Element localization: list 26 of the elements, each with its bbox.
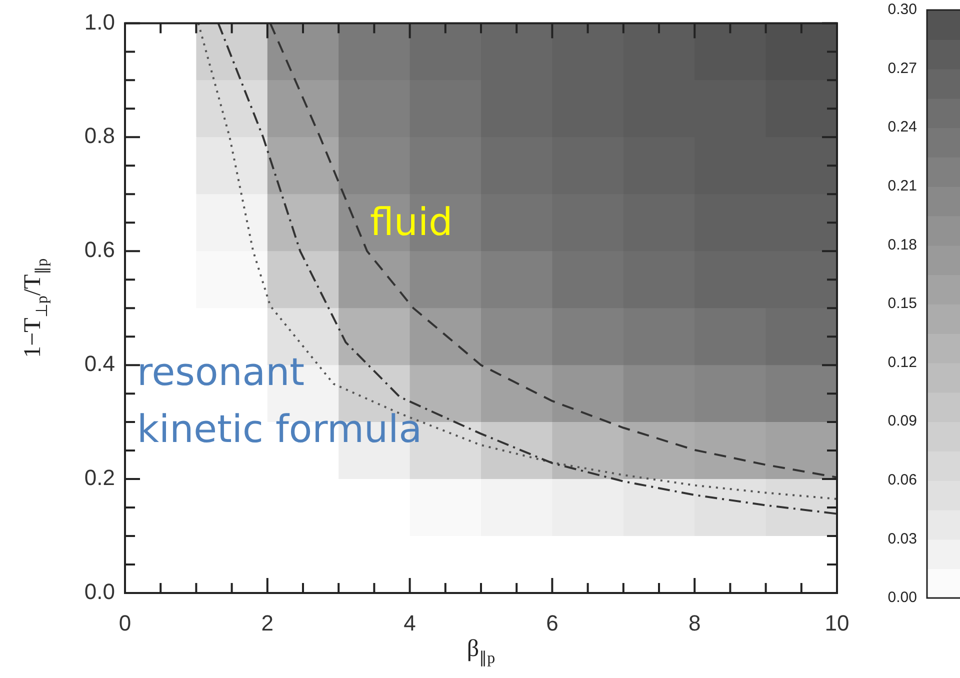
color-bar-label: 0.15 [888, 295, 917, 312]
y-tick-label: 0.2 [84, 465, 115, 490]
x-tick-label: 2 [261, 610, 274, 636]
y-tick-label: 0.4 [84, 351, 115, 376]
color-bar-label: 0.21 [888, 178, 917, 195]
y-tick-label: 1.0 [84, 9, 115, 34]
color-bar-label: 0.00 [888, 589, 917, 606]
color-bar-label: 0.30 [888, 1, 917, 18]
color-bar-label: 0.03 [888, 530, 917, 548]
color-bar-label: 0.24 [888, 118, 917, 136]
color-bar-label: 0.06 [888, 472, 917, 489]
y-tick-label: 0.8 [84, 123, 115, 148]
x-tick-label: 0 [118, 610, 132, 636]
x-tick-label: 4 [404, 610, 416, 636]
x-tick-label: 6 [546, 610, 558, 636]
color-bar-label: 0.27 [888, 60, 917, 77]
x-tick-label: 10 [824, 610, 850, 636]
color-bar-label: 0.09 [888, 412, 917, 430]
y-tick-label: 0.0 [84, 579, 115, 604]
annotation: resonant kinetic formula [137, 350, 422, 451]
color-bar-label: 0.18 [888, 236, 917, 254]
annotation: fluid [370, 200, 453, 244]
y-axis-title: 1−T⊥p/T∥p [20, 258, 52, 358]
x-tick-label: 8 [688, 610, 701, 636]
y-tick-label: 0.6 [84, 237, 115, 262]
color-bar-label: 0.12 [888, 354, 917, 371]
